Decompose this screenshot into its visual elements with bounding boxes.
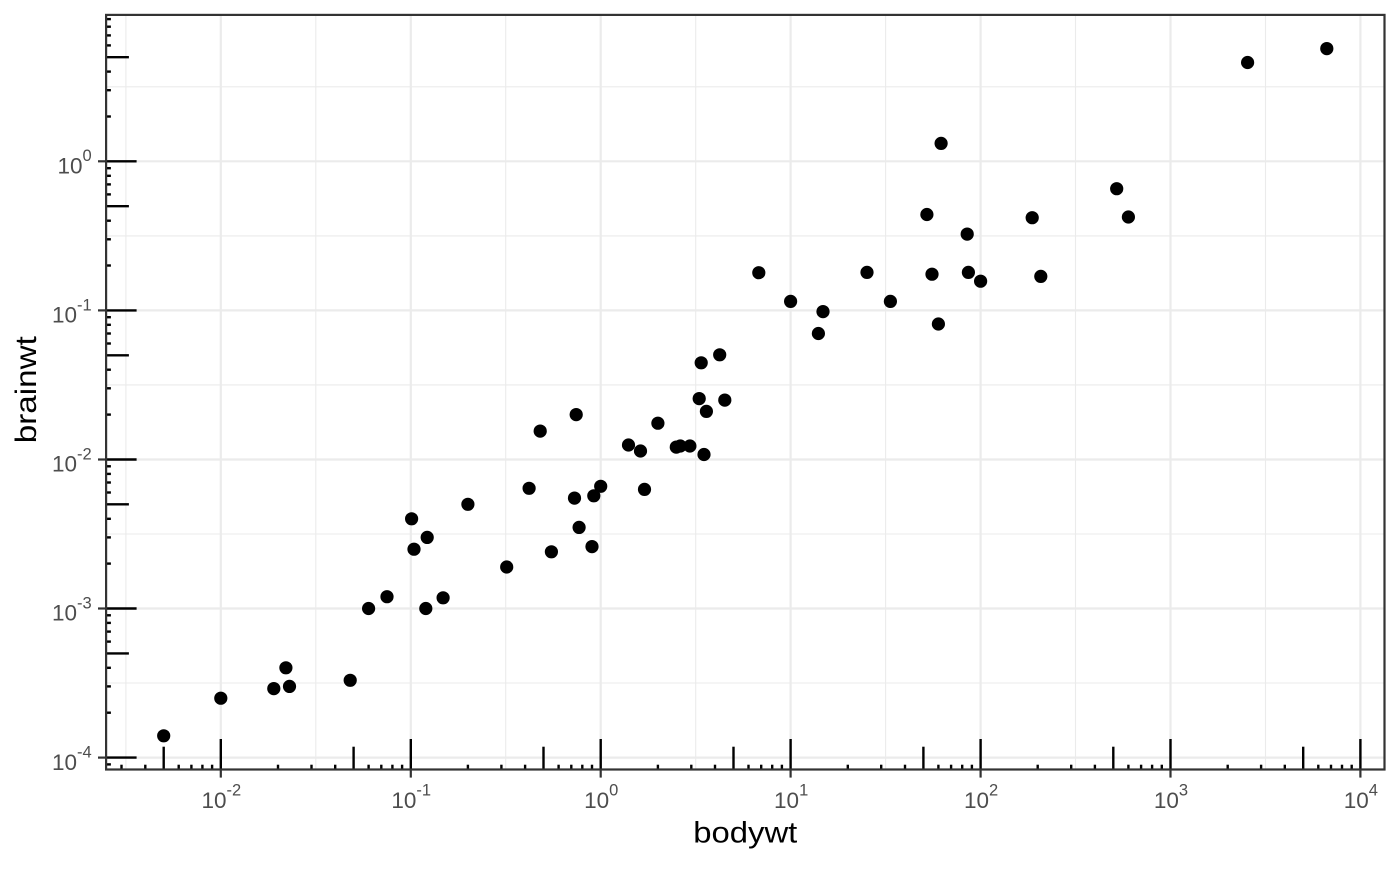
svg-text:bodywt: bodywt (693, 817, 798, 850)
svg-text:-1: -1 (416, 782, 431, 800)
svg-text:3: 3 (1179, 782, 1188, 800)
svg-text:10: 10 (52, 750, 77, 775)
svg-text:-1: -1 (77, 296, 92, 314)
svg-text:10: 10 (584, 788, 609, 813)
svg-text:-3: -3 (77, 594, 92, 612)
svg-text:0: 0 (609, 782, 618, 800)
svg-text:brainwt: brainwt (10, 335, 43, 443)
svg-text:10: 10 (964, 788, 989, 813)
svg-text:10: 10 (391, 788, 416, 813)
svg-text:10: 10 (52, 452, 77, 477)
svg-text:-4: -4 (77, 744, 92, 762)
svg-text:-2: -2 (227, 782, 242, 800)
svg-text:10: 10 (52, 601, 77, 626)
svg-text:10: 10 (774, 788, 799, 813)
svg-text:2: 2 (989, 782, 998, 800)
svg-text:-2: -2 (77, 445, 92, 463)
svg-text:4: 4 (1369, 782, 1378, 800)
svg-text:10: 10 (52, 303, 77, 328)
svg-text:0: 0 (83, 147, 92, 165)
svg-text:10: 10 (1344, 788, 1369, 813)
svg-text:1: 1 (799, 782, 808, 800)
svg-text:10: 10 (202, 788, 227, 813)
svg-text:10: 10 (57, 154, 82, 179)
svg-text:10: 10 (1154, 788, 1179, 813)
